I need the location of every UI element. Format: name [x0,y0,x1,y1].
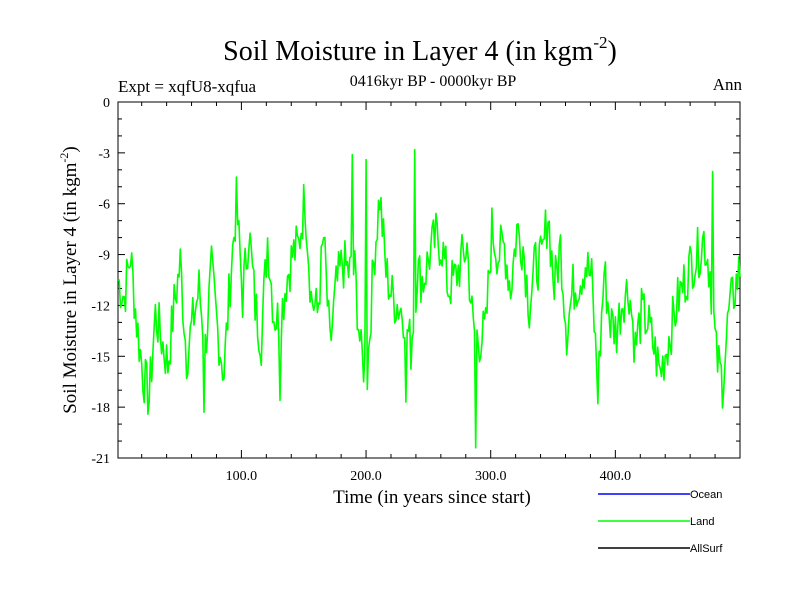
chart-title: Soil Moisture in Layer 4 (in kgm-2) [223,33,617,67]
y-tick-label: -18 [91,401,110,416]
y-tick-label: -21 [91,452,110,467]
legend: Ocean Land AllSurf [598,489,723,555]
y-axis: 0 -3 -6 -9 -12 -15 -18 -21 [91,96,740,467]
y-tick-label: -9 [98,249,110,264]
plot-frame [117,101,741,459]
y-tick-label: -6 [98,198,110,213]
y-tick-label: -15 [91,350,110,365]
x-tick-label: 200.0 [350,469,382,484]
experiment-label: Expt = xqfU8-xqfua [118,77,256,96]
x-axis-label: Time (in years since start) [333,487,531,508]
x-tick-label: 400.0 [600,469,632,484]
legend-label-allsurf: AllSurf [690,543,723,555]
legend-label-land: Land [690,516,714,528]
chart-subtitle: 0416kyr BP - 0000kyr BP [350,73,517,90]
y-tick-label: -3 [98,147,110,162]
plot-area [117,148,741,449]
season-label: Ann [713,75,743,94]
y-tick-label: 0 [103,96,110,111]
x-tick-label: 300.0 [475,469,507,484]
land-series-line [117,148,741,449]
x-tick-label: 100.0 [226,469,258,484]
y-axis-label: Soil Moisture in Layer 4 (in kgm-2) [57,146,81,414]
y-tick-label: -12 [91,299,110,314]
x-axis: 100.0 200.0 300.0 400.0 [141,102,716,484]
legend-label-ocean: Ocean [690,489,722,501]
